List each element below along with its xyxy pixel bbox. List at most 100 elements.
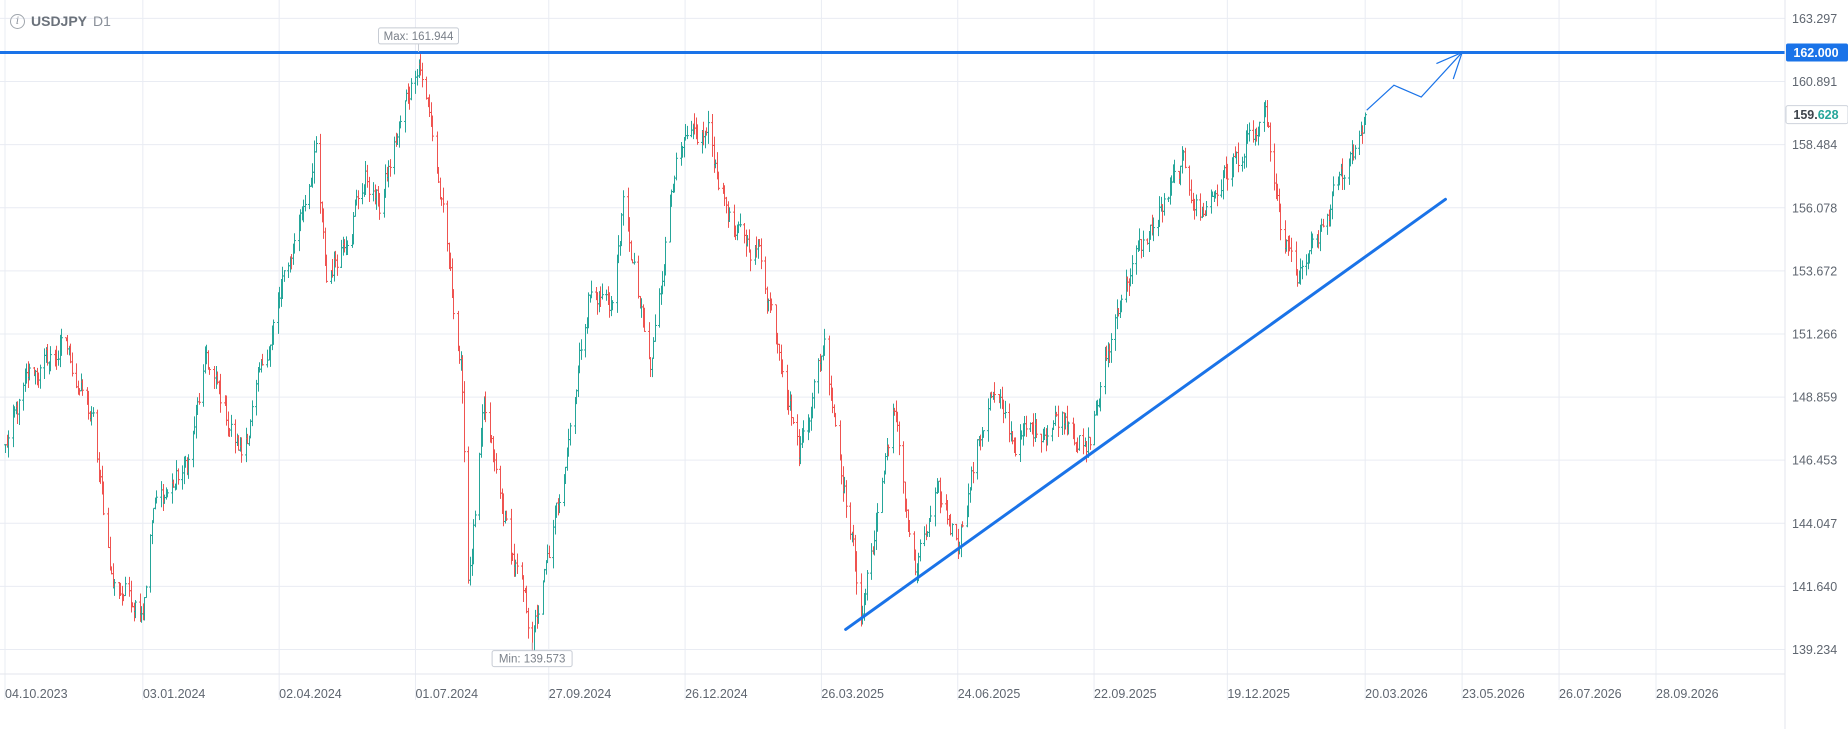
candle [43,348,46,379]
candle [234,419,237,454]
candle [1326,213,1329,235]
candle [1014,437,1017,457]
candle [439,177,442,200]
candle [177,468,180,485]
candle [580,339,583,360]
candle [1110,333,1113,363]
y-tick-label: 144.047 [1792,517,1837,531]
candle [81,379,84,396]
candle [1241,156,1244,172]
projection-path[interactable] [1366,52,1463,111]
candle [1343,174,1346,190]
candle [1061,411,1064,435]
candle [1025,415,1028,437]
candle [902,441,905,494]
max-marker: Max: 161.944 [378,27,460,52]
candle [1226,163,1229,191]
candle [1190,179,1193,204]
candle [160,481,163,508]
candle [770,298,773,311]
candle [601,283,604,300]
candle [442,187,445,213]
candle [684,124,687,141]
candle [1008,403,1011,443]
candle [817,358,820,394]
candle [749,249,752,272]
candle [102,481,105,516]
candle [534,609,537,633]
candle [696,124,699,145]
candle [467,446,470,584]
candle [251,400,254,427]
candle [315,136,318,153]
candles-layer [4,54,1367,661]
candle [876,503,879,532]
candle [584,323,587,358]
candle [1322,218,1325,228]
candle [313,140,316,184]
candle [193,416,196,435]
grid-layer [0,0,1785,700]
candle [605,289,608,301]
candle [611,300,614,311]
candle [49,346,52,372]
candle [1140,239,1143,259]
candle [474,510,477,528]
candle [934,487,937,527]
timeframe-label[interactable]: D1 [93,13,111,29]
candle [976,439,979,480]
candle [336,254,339,276]
candle [834,412,837,427]
candle [654,314,657,342]
last-price-badge: 159.628 [1785,105,1848,125]
candle [255,379,258,416]
y-tick-label: 141.640 [1792,580,1837,594]
candle [961,521,964,528]
candle [1243,153,1246,169]
candle [421,62,424,88]
info-icon[interactable]: i [10,13,25,29]
candle [796,414,799,446]
candle [266,349,269,368]
candle [651,357,654,378]
support-trendline[interactable] [844,197,1447,631]
symbol-header: i USDJPY D1 [10,13,111,29]
candle [293,233,296,254]
candle [1163,193,1166,216]
candle [648,322,651,360]
y-tick-label: 146.453 [1792,454,1837,468]
y-tick-label: 158.484 [1792,138,1837,152]
candle [743,223,746,244]
candle [368,176,371,202]
candle [207,350,210,370]
x-tick-label: 02.04.2024 [279,687,342,701]
candle [213,365,216,390]
candle [516,553,519,575]
candle [272,319,275,345]
candle [675,152,678,181]
candle [643,307,646,332]
candle [304,194,307,212]
candle [558,494,561,514]
candle [951,523,954,537]
y-tick-label: 139.234 [1792,643,1837,657]
candle [357,190,360,210]
candle [690,120,693,138]
candle [760,238,763,270]
level-price-label: 162.000 [1793,46,1838,60]
candle [39,364,42,389]
candle [261,353,264,366]
candle [96,409,99,463]
candle [249,419,252,439]
candle [923,526,926,547]
drawings-layer[interactable] [0,50,1785,631]
candle [1120,294,1123,313]
candle [686,125,689,140]
symbol-name: USDJPY [31,13,88,29]
x-tick-label: 26.07.2026 [1559,687,1622,701]
candle [548,545,551,559]
candle [707,110,710,144]
candle [171,473,174,504]
